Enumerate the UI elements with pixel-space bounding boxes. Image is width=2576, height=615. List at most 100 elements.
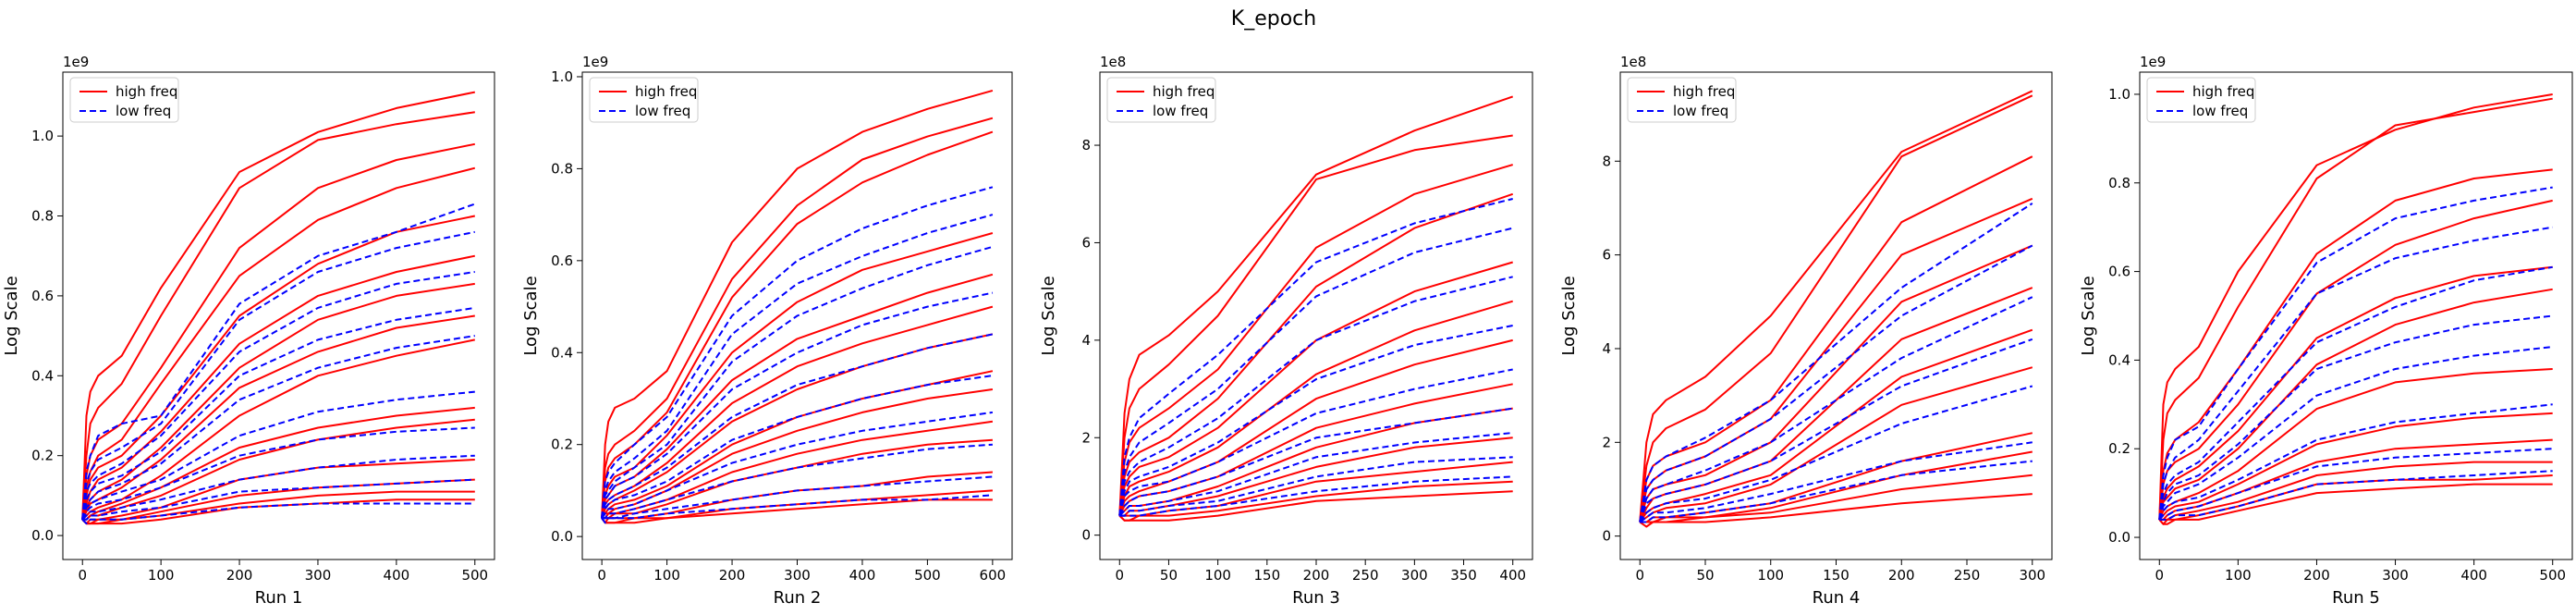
panel-3-series-15-line — [1118, 227, 1513, 516]
panel-5-exponent: 1e9 — [2140, 54, 2166, 70]
panel-2-xlabel: Run 2 — [774, 588, 822, 608]
panel-3-series-14-line — [1118, 198, 1513, 516]
panel-2-legend: high freq low freq — [589, 77, 699, 123]
panel-2-series-14-line — [601, 498, 993, 524]
panel-1-series-1-line — [81, 91, 475, 520]
panel-4-series-8-line — [1639, 366, 2033, 523]
panel-4-xtick-label-1: 0 — [1635, 567, 1644, 584]
panel-2-series-21-line — [601, 411, 994, 519]
panel-2-series-23-line — [602, 475, 993, 520]
panel-1-series-20-line — [81, 335, 475, 521]
panels: 0 100 200 300 400 5000.00.20.40.60.81.01e9Run… — [2, 54, 2573, 608]
panel-1-series-15-line — [81, 498, 475, 525]
panel-5-ytick-label-6: 1.0 — [2108, 86, 2130, 103]
panel-3-frame — [1099, 71, 1533, 560]
panel-2-series-2-line — [601, 117, 994, 519]
panel-5-xtick-label-3: 200 — [2303, 567, 2330, 584]
chart-panel-2: 0 100 200 300 400 500 600 0.0 0.2 0.4 0.6 0.8 1.0 1e9… — [521, 54, 1013, 608]
panel-3-xlabel: Run 3 — [1292, 588, 1340, 608]
panel-5-frame — [2139, 71, 2573, 560]
panel-2-legend-box — [589, 77, 699, 123]
panel-5-legend: high freq low freq — [2146, 77, 2256, 123]
panel-1-frame — [62, 71, 495, 560]
panel-1-legend-label-1: high freq — [116, 83, 177, 100]
panel-3-series-2-line — [1118, 134, 1513, 516]
panel-5-xtick-label-2: 100 — [2225, 567, 2252, 584]
panel-3-series-18-line — [1118, 368, 1513, 516]
chart-panel-3: 0 50 100 150 200 250 300 350 400 0 2 4 6 8 1e8 Run 3 Log… — [1039, 54, 1533, 608]
panel-4-series-12-line — [1639, 493, 2033, 528]
panel-1-series-12-line — [81, 459, 475, 525]
panel-2-xtick-label-1: 0 — [597, 567, 606, 584]
panel-4-series-14-line — [1639, 244, 2033, 523]
panel-5-series-11-line — [2158, 474, 2553, 525]
panel-1-series-9-line — [81, 338, 475, 521]
panel-5-ytick-label-1: 0.0 — [2108, 529, 2130, 546]
panel-5-legend-box — [2146, 77, 2256, 123]
panel-1-xtick-label-4: 300 — [305, 567, 332, 584]
panel-1-ytick-label-4: 0.6 — [31, 288, 54, 304]
panel-3-series-21-line — [1119, 456, 1513, 517]
panel-5-xtick-label-1: 0 — [2155, 567, 2164, 584]
panel-4-legend-label-1: high freq — [1673, 83, 1735, 100]
panel-3-series-19-line — [1118, 407, 1513, 517]
panel-2-series-19-line — [601, 333, 994, 519]
panel-3-xtick-label-4: 150 — [1253, 567, 1280, 584]
panel-4-xlabel: Run 4 — [1813, 588, 1861, 608]
panel-1-ytick-label-5: 0.8 — [31, 208, 54, 225]
panel-2-ytick-label-6: 1.0 — [551, 68, 573, 85]
panel-2-exponent: 1e9 — [582, 54, 608, 70]
panel-3-xtick-label-1: 0 — [1115, 567, 1124, 584]
panel-2-ytick-label-2: 0.2 — [551, 437, 573, 453]
panel-3-xtick-label-6: 250 — [1352, 567, 1379, 584]
panel-4-series-7-line — [1639, 328, 2033, 523]
panel-2-series-24-line — [601, 494, 993, 524]
panel-3-xtick-label-5: 200 — [1303, 567, 1330, 584]
panel-2-series-20-line — [601, 375, 994, 519]
panel-5-ytick-label-3: 0.4 — [2108, 351, 2130, 368]
panel-3-series-7-line — [1118, 338, 1513, 516]
panel-1-series-7-line — [81, 282, 475, 521]
panel-5-series-17-line — [2158, 346, 2553, 521]
panel-5-xlabel: Run 5 — [2332, 588, 2380, 608]
panel-3-xtick-label-8: 350 — [1450, 567, 1477, 584]
panel-2-series-4-line — [601, 232, 994, 519]
panel-3-ytick-label-1: 0 — [1081, 527, 1091, 544]
panel-5-series-7-line — [2158, 368, 2553, 521]
panel-4-ytick-label-1: 0 — [1602, 528, 1611, 545]
panel-2-series-1-line — [601, 89, 994, 519]
panel-5-series-2-line — [2158, 97, 2553, 520]
panel-4-legend-label-2: low freq — [1673, 103, 1728, 119]
panel-3-legend-label-1: high freq — [1153, 83, 1215, 100]
panel-1-xtick-label-5: 400 — [384, 567, 410, 584]
panel-4-series-group — [1639, 90, 2033, 528]
panel-1-ytick-label-6: 1.0 — [31, 128, 54, 144]
panel-5-xtick-label-5: 400 — [2460, 567, 2487, 584]
panel-4-xtick-label-5: 200 — [1888, 567, 1915, 584]
panel-2-series-5-line — [601, 273, 994, 519]
panel-4-series-1-line — [1639, 90, 2033, 523]
panel-1-series-22-line — [81, 426, 475, 521]
panel-5-series-8-line — [2158, 412, 2553, 521]
panel-2-ytick-label-5: 0.8 — [551, 160, 573, 177]
panel-4-xtick-label-4: 150 — [1823, 567, 1850, 584]
panel-1-ytick-label-1: 0.0 — [31, 527, 54, 544]
panel-5-series-5-line — [2158, 265, 2553, 521]
panel-2-xtick-label-3: 200 — [719, 567, 746, 584]
panel-1-series-2-line — [81, 111, 475, 520]
panel-3-ytick-label-2: 2 — [1081, 429, 1091, 446]
panel-2-xtick-label-7: 600 — [980, 567, 1007, 584]
panel-5-series-18-line — [2158, 403, 2553, 521]
panel-1-xtick-label-3: 200 — [226, 567, 253, 584]
panel-4-legend: high freq low freq — [1627, 77, 1737, 123]
panel-3-ytick-label-5: 8 — [1081, 137, 1091, 154]
panel-1-series-16-line — [81, 203, 476, 520]
panel-2-series-11-line — [602, 438, 993, 520]
panel-4-series-13-line — [1639, 203, 2033, 523]
panel-3-exponent: 1e8 — [1100, 54, 1126, 70]
panel-3-series-6-line — [1118, 300, 1513, 516]
panel-2-xtick-label-2: 100 — [653, 567, 680, 584]
panel-1-series-11-line — [82, 418, 475, 521]
panel-1-series-17-line — [81, 230, 475, 520]
